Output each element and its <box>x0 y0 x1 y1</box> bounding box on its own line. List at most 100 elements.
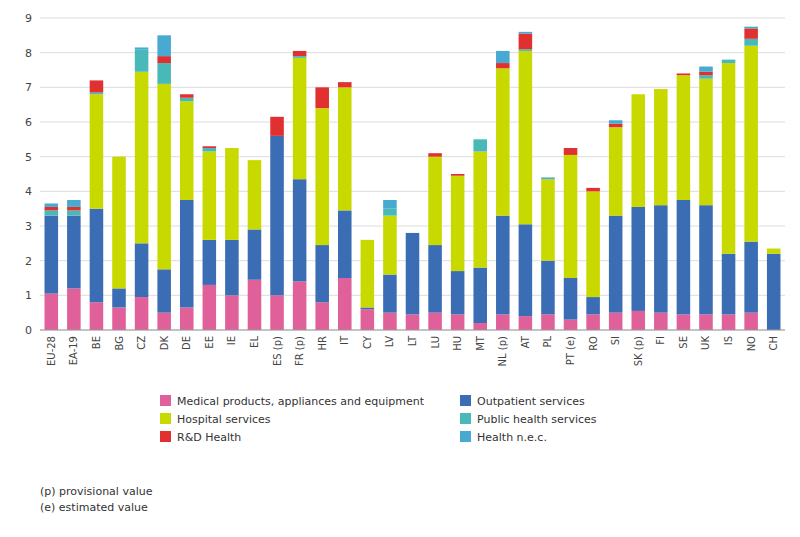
bar-segment <box>406 232 420 233</box>
bar-segment <box>451 174 465 176</box>
legend-swatch <box>460 431 471 442</box>
bar-segment <box>338 82 352 87</box>
bar-segment <box>744 27 758 29</box>
bar-segment <box>157 313 171 330</box>
bar-segment <box>90 93 104 95</box>
bar-segment <box>315 302 329 330</box>
bar-segment <box>180 94 194 95</box>
bar-segment <box>112 288 126 307</box>
bar-segment <box>383 275 397 313</box>
bar-segment <box>293 51 307 56</box>
bar-segment <box>248 160 262 229</box>
legend-label: R&D Health <box>177 431 241 444</box>
bar-segment <box>180 307 194 330</box>
bar-segment <box>654 89 668 90</box>
bar-segment <box>473 139 487 140</box>
grid-line <box>40 156 785 157</box>
x-tick-label: LV <box>384 336 395 347</box>
bar-segment <box>722 63 736 254</box>
bar-segment <box>451 174 465 175</box>
bar-segment <box>428 153 442 156</box>
x-tick-label: EE <box>204 336 215 349</box>
bar-segment <box>315 108 329 245</box>
grid-line <box>40 18 785 19</box>
bar-segment <box>338 87 352 210</box>
x-tick-label: CY <box>362 335 373 349</box>
legend-swatch <box>460 395 471 406</box>
bar-segment <box>586 188 600 191</box>
bar-segment <box>406 232 420 233</box>
bar-segment <box>586 187 600 188</box>
bar-segment <box>361 239 375 240</box>
bar-segment <box>293 281 307 330</box>
bar-segment <box>338 210 352 278</box>
x-tick-label: IE <box>226 336 237 345</box>
bar-segment <box>90 80 104 92</box>
bar-segment <box>519 34 533 50</box>
legend-label: Health n.e.c. <box>477 431 547 444</box>
footnotes: (p) provisional value(e) estimated value <box>40 485 153 514</box>
bar-segment <box>361 239 375 240</box>
bar-segment <box>270 295 284 330</box>
bar-segment <box>361 239 375 240</box>
x-tick-label: PT (e) <box>565 336 576 365</box>
bar-segment <box>315 245 329 302</box>
x-tick-label: IS <box>723 336 734 345</box>
bar-segment <box>157 84 171 269</box>
bar-segment <box>225 148 239 149</box>
legend-swatch <box>160 395 171 406</box>
grid-line <box>40 191 785 192</box>
y-axis: 0123456789 <box>25 12 32 337</box>
bar-segment <box>767 249 781 254</box>
bar-segment <box>722 254 736 315</box>
bar-segment <box>157 35 171 56</box>
bar-segment <box>451 271 465 314</box>
bar-segment <box>293 179 307 281</box>
bar-segment <box>744 242 758 313</box>
bar-segment <box>361 307 375 309</box>
bar-segment <box>677 73 691 74</box>
bar-segment <box>406 232 420 233</box>
legend-swatch <box>460 413 471 424</box>
bar-segment <box>677 73 691 75</box>
bar-segment <box>90 209 104 303</box>
bar-segment <box>496 314 510 330</box>
bar-segment <box>406 314 420 330</box>
bar-segment <box>203 240 217 285</box>
x-axis-line <box>40 330 785 331</box>
bar-segment <box>519 316 533 330</box>
bar-segment <box>586 297 600 314</box>
bar-segment <box>519 51 533 224</box>
bar-segment <box>90 94 104 208</box>
bar-segment <box>157 269 171 312</box>
bar-segment <box>248 229 262 279</box>
bar-segment <box>248 160 262 161</box>
bar-segment <box>677 75 691 200</box>
bar-segment <box>180 94 194 97</box>
bar-segment <box>519 224 533 316</box>
x-tick-label: NO <box>746 336 757 351</box>
bar-segment <box>135 72 149 244</box>
x-tick-label: CZ <box>136 336 147 350</box>
bar-segment <box>383 209 397 216</box>
bar-segment <box>767 248 781 249</box>
x-tick-label: LU <box>430 336 441 348</box>
bar-segment <box>112 157 126 289</box>
x-tick-label: BG <box>114 336 125 350</box>
bar-segment <box>722 59 736 60</box>
bar-segment <box>631 207 645 311</box>
bar-segment <box>473 139 487 140</box>
y-tick-label: 1 <box>25 289 32 302</box>
bar-segment <box>631 94 645 95</box>
bar-segment <box>406 233 420 314</box>
bar-segment <box>248 160 262 161</box>
bar-segment <box>699 205 713 314</box>
x-axis: EU-28EA-19BEBGCZDKDEEEIEELES (p)FR (p)HR… <box>40 330 785 366</box>
bar-segment <box>338 278 352 330</box>
bar-segment <box>428 245 442 313</box>
bar-segment <box>270 136 284 295</box>
bar-segment <box>631 311 645 330</box>
bar-segment <box>67 207 81 210</box>
grid-line <box>40 87 785 88</box>
x-tick-label: SK (p) <box>633 336 644 366</box>
